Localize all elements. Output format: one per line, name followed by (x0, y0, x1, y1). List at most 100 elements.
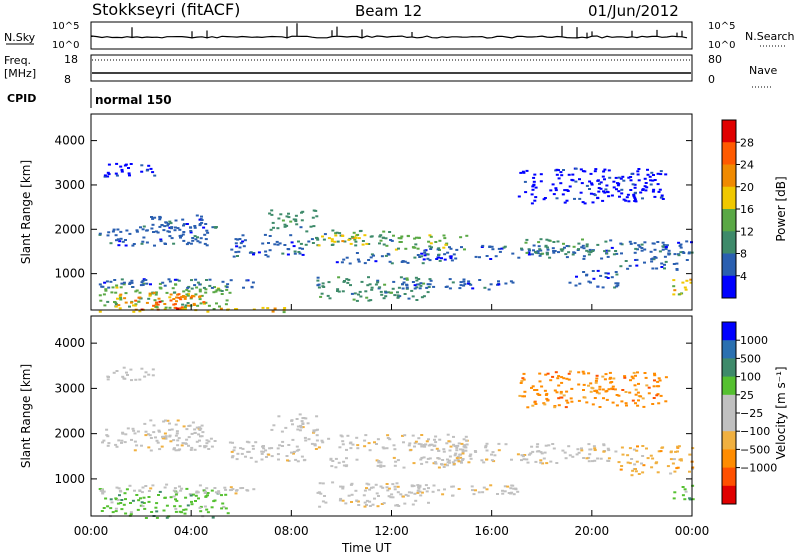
heatmap-cell (561, 248, 565, 251)
heatmap-cell (404, 493, 408, 496)
heatmap-cell (159, 240, 163, 243)
heatmap-cell (598, 388, 602, 391)
heatmap-cell (361, 243, 365, 246)
heatmap-cell (114, 510, 118, 513)
heatmap-cell (374, 283, 378, 286)
heatmap-cell (334, 234, 338, 237)
heatmap-cell (561, 193, 565, 196)
heatmap-cell (565, 399, 569, 402)
heatmap-cell (145, 169, 149, 172)
velocity-colorbar-label: Velocity [m s⁻¹] (774, 366, 788, 459)
heatmap-cell (411, 503, 415, 506)
heatmap-cell (241, 487, 245, 489)
heatmap-cell (290, 419, 294, 422)
heatmap-cell (145, 229, 149, 232)
heatmap-cell (167, 230, 171, 233)
heatmap-cell (277, 458, 280, 461)
heatmap-cell (196, 304, 200, 307)
heatmap-cell (633, 384, 637, 387)
heatmap-cell (198, 290, 202, 293)
heatmap-cell (545, 252, 549, 255)
heatmap-cell (207, 448, 211, 450)
heatmap-cell (172, 448, 176, 451)
heatmap-cell (385, 483, 389, 485)
heatmap-cell (535, 450, 539, 453)
heatmap-cell (208, 278, 212, 281)
heatmap-cell (551, 183, 555, 186)
heatmap-cell (395, 482, 399, 485)
heatmap-cell (153, 174, 157, 177)
heatmap-cell (149, 283, 152, 286)
heatmap-cell (583, 202, 587, 205)
heatmap-cell (582, 271, 586, 273)
heatmap-cell (270, 428, 274, 431)
heatmap-cell (156, 441, 160, 444)
heatmap-cell (465, 234, 469, 237)
x-tick-label: 00:00 (675, 524, 710, 538)
heatmap-cell (183, 297, 187, 300)
freq-label: Freq. (4, 54, 31, 67)
heatmap-cell (355, 299, 359, 302)
heatmap-cell (487, 288, 491, 291)
heatmap-cell (330, 240, 334, 243)
heatmap-cell (431, 490, 435, 493)
heatmap-cell (273, 307, 277, 310)
heatmap-cell (365, 482, 369, 485)
heatmap-cell (182, 223, 186, 226)
heatmap-cell (314, 448, 318, 450)
heatmap-cell (148, 292, 152, 295)
heatmap-cell (381, 236, 385, 239)
heatmap-cell (198, 295, 202, 298)
heatmap-cell (585, 245, 589, 248)
heatmap-cell (420, 445, 424, 448)
heatmap-cell (412, 484, 416, 487)
heatmap-cell (299, 226, 303, 229)
heatmap-cell (206, 492, 210, 494)
heatmap-cell (240, 452, 244, 455)
heatmap-cell (407, 444, 411, 447)
heatmap-cell (645, 384, 649, 387)
colorbar-swatch (722, 358, 736, 378)
heatmap-cell (485, 458, 489, 461)
heatmap-cell (381, 486, 385, 489)
heatmap-cell (368, 500, 372, 503)
heatmap-cell (204, 238, 208, 241)
heatmap-cell (411, 295, 415, 298)
heatmap-cell (139, 226, 142, 229)
heatmap-cell (434, 462, 438, 465)
heatmap-cell (677, 445, 681, 448)
heatmap-cell (530, 386, 533, 389)
heatmap-cell (440, 463, 443, 466)
heatmap-cell (459, 236, 463, 239)
heatmap-cell (352, 231, 356, 234)
heatmap-cell (602, 450, 606, 453)
heatmap-cell (105, 428, 109, 431)
heatmap-cell (204, 301, 208, 304)
heatmap-cell (190, 500, 193, 503)
heatmap-cell (174, 283, 178, 286)
heatmap-cell (557, 177, 561, 180)
heatmap-cell (629, 179, 633, 182)
heatmap-cell (565, 245, 569, 247)
heatmap-cell (403, 277, 407, 280)
heatmap-cell (98, 310, 102, 313)
heatmap-cell (385, 486, 389, 489)
heatmap-cell (217, 288, 221, 291)
heatmap-cell (182, 231, 186, 233)
heatmap-cell (187, 290, 191, 293)
heatmap-cell (239, 242, 243, 245)
heatmap-cell (356, 233, 360, 236)
heatmap-cell (156, 231, 160, 234)
heatmap-cell (631, 399, 635, 402)
heatmap-cell (215, 289, 219, 292)
heatmap-cell (292, 245, 296, 248)
heatmap-cell (585, 184, 589, 187)
heatmap-cell (634, 393, 638, 396)
heatmap-cell (348, 262, 352, 265)
heatmap-cell (131, 499, 135, 502)
heatmap-cell (531, 185, 535, 188)
heatmap-cell (119, 230, 123, 233)
heatmap-cell (545, 238, 549, 241)
heatmap-cell (433, 461, 437, 464)
